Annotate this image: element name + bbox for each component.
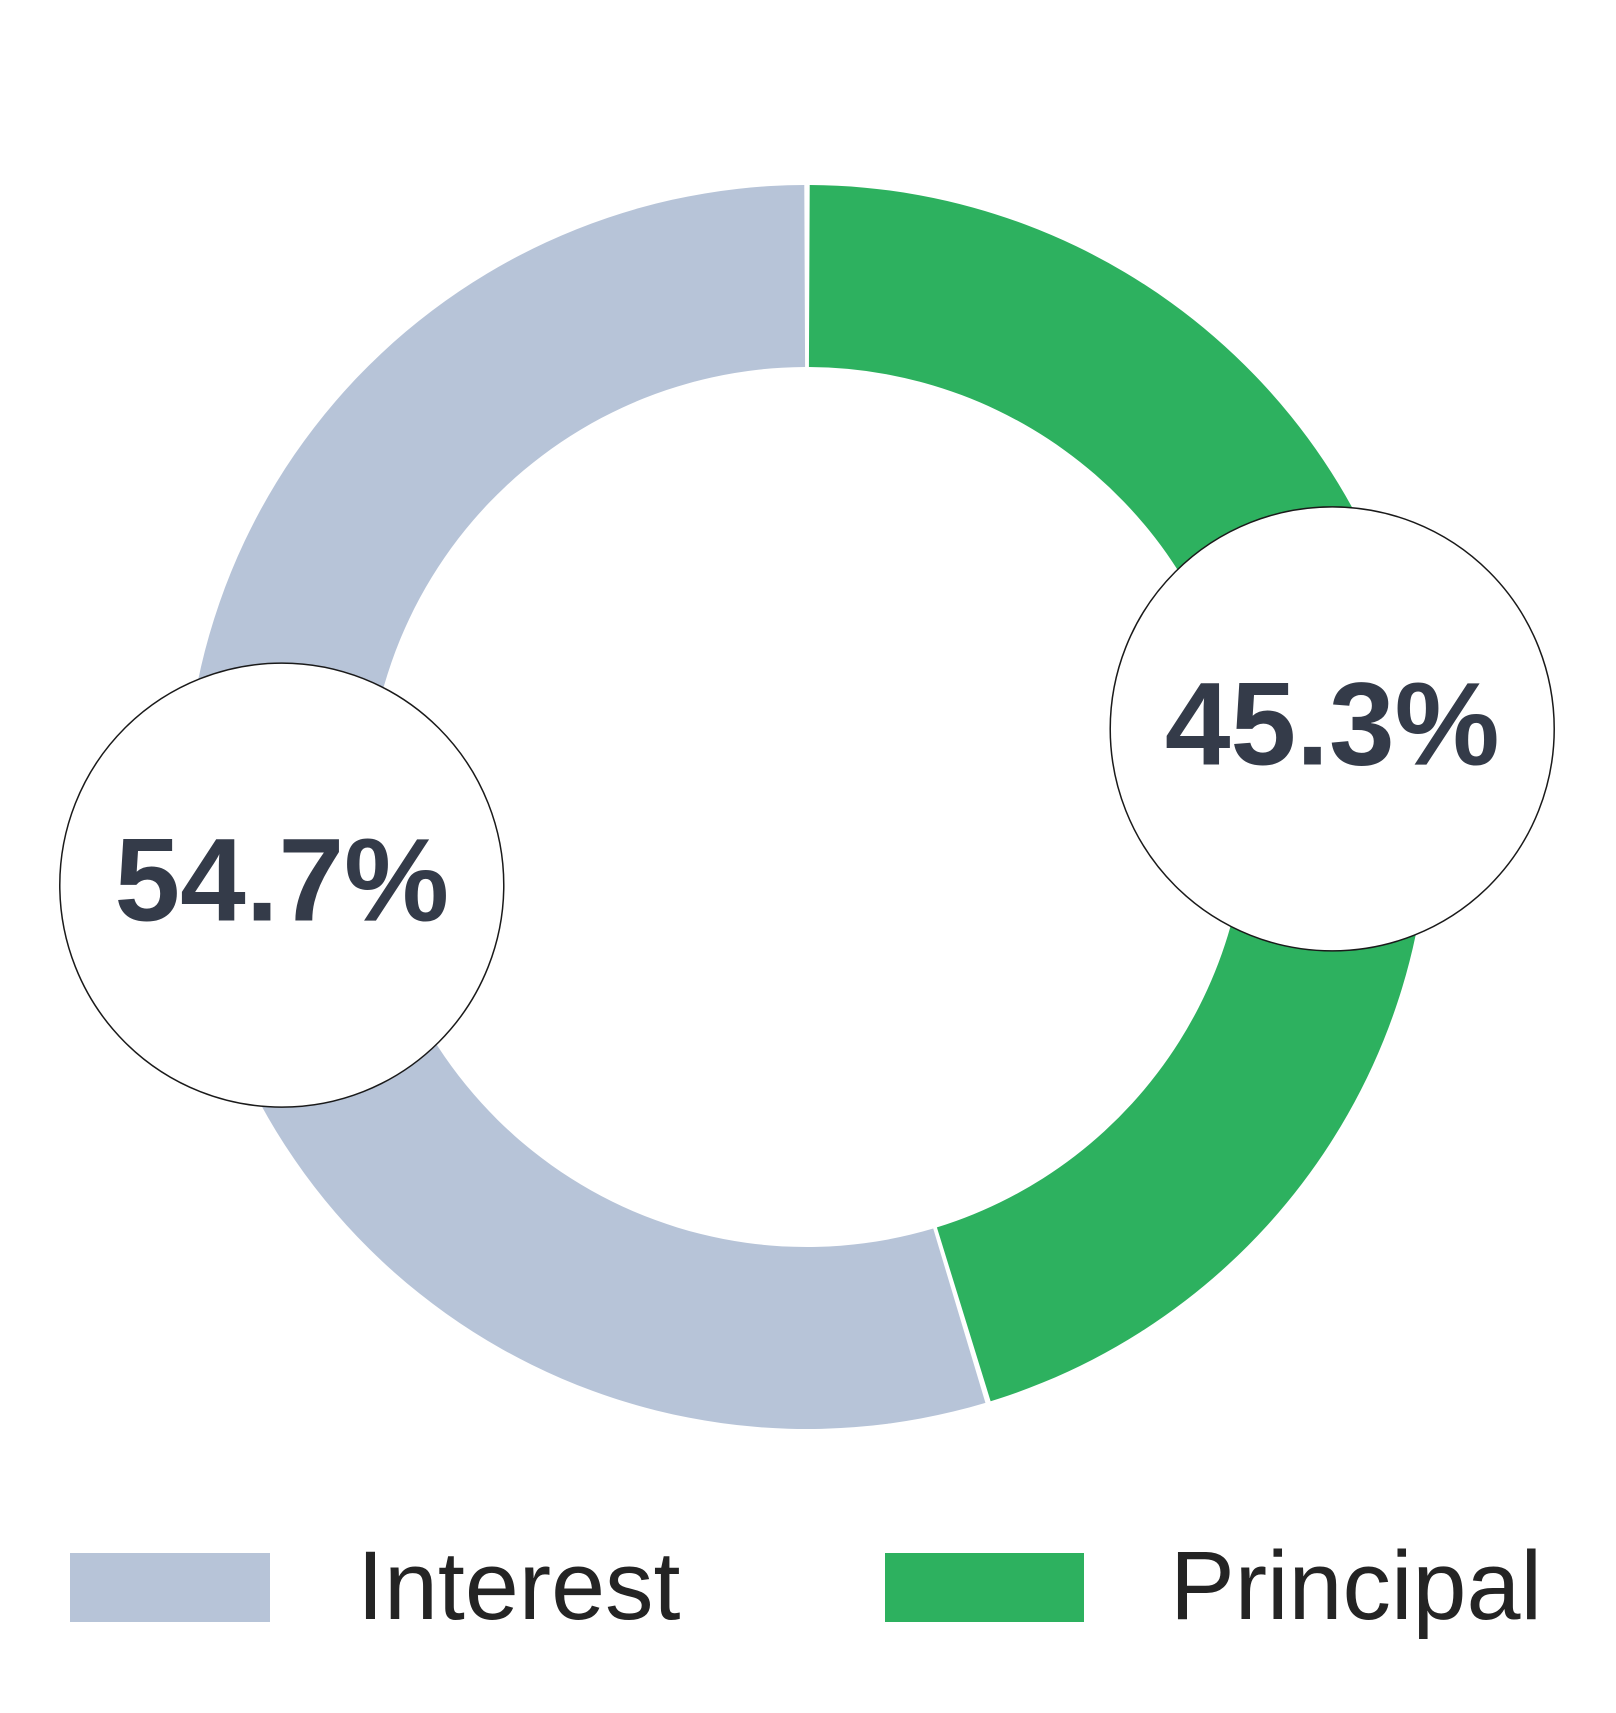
- legend-label-interest: Interest: [357, 1531, 681, 1640]
- donut-segment-interest: [184, 185, 986, 1430]
- legend-swatch-interest: [70, 1553, 270, 1622]
- legend-swatch-principal: [885, 1553, 1084, 1622]
- percent-bubble-principal: [1109, 506, 1555, 952]
- percent-bubble-interest: [59, 662, 505, 1108]
- percent-label-principal: 45.3%: [1165, 658, 1500, 790]
- donut-segment-principal: [808, 185, 1429, 1402]
- legend-label-principal: Principal: [1170, 1531, 1542, 1640]
- percent-label-interest: 54.7%: [114, 815, 449, 947]
